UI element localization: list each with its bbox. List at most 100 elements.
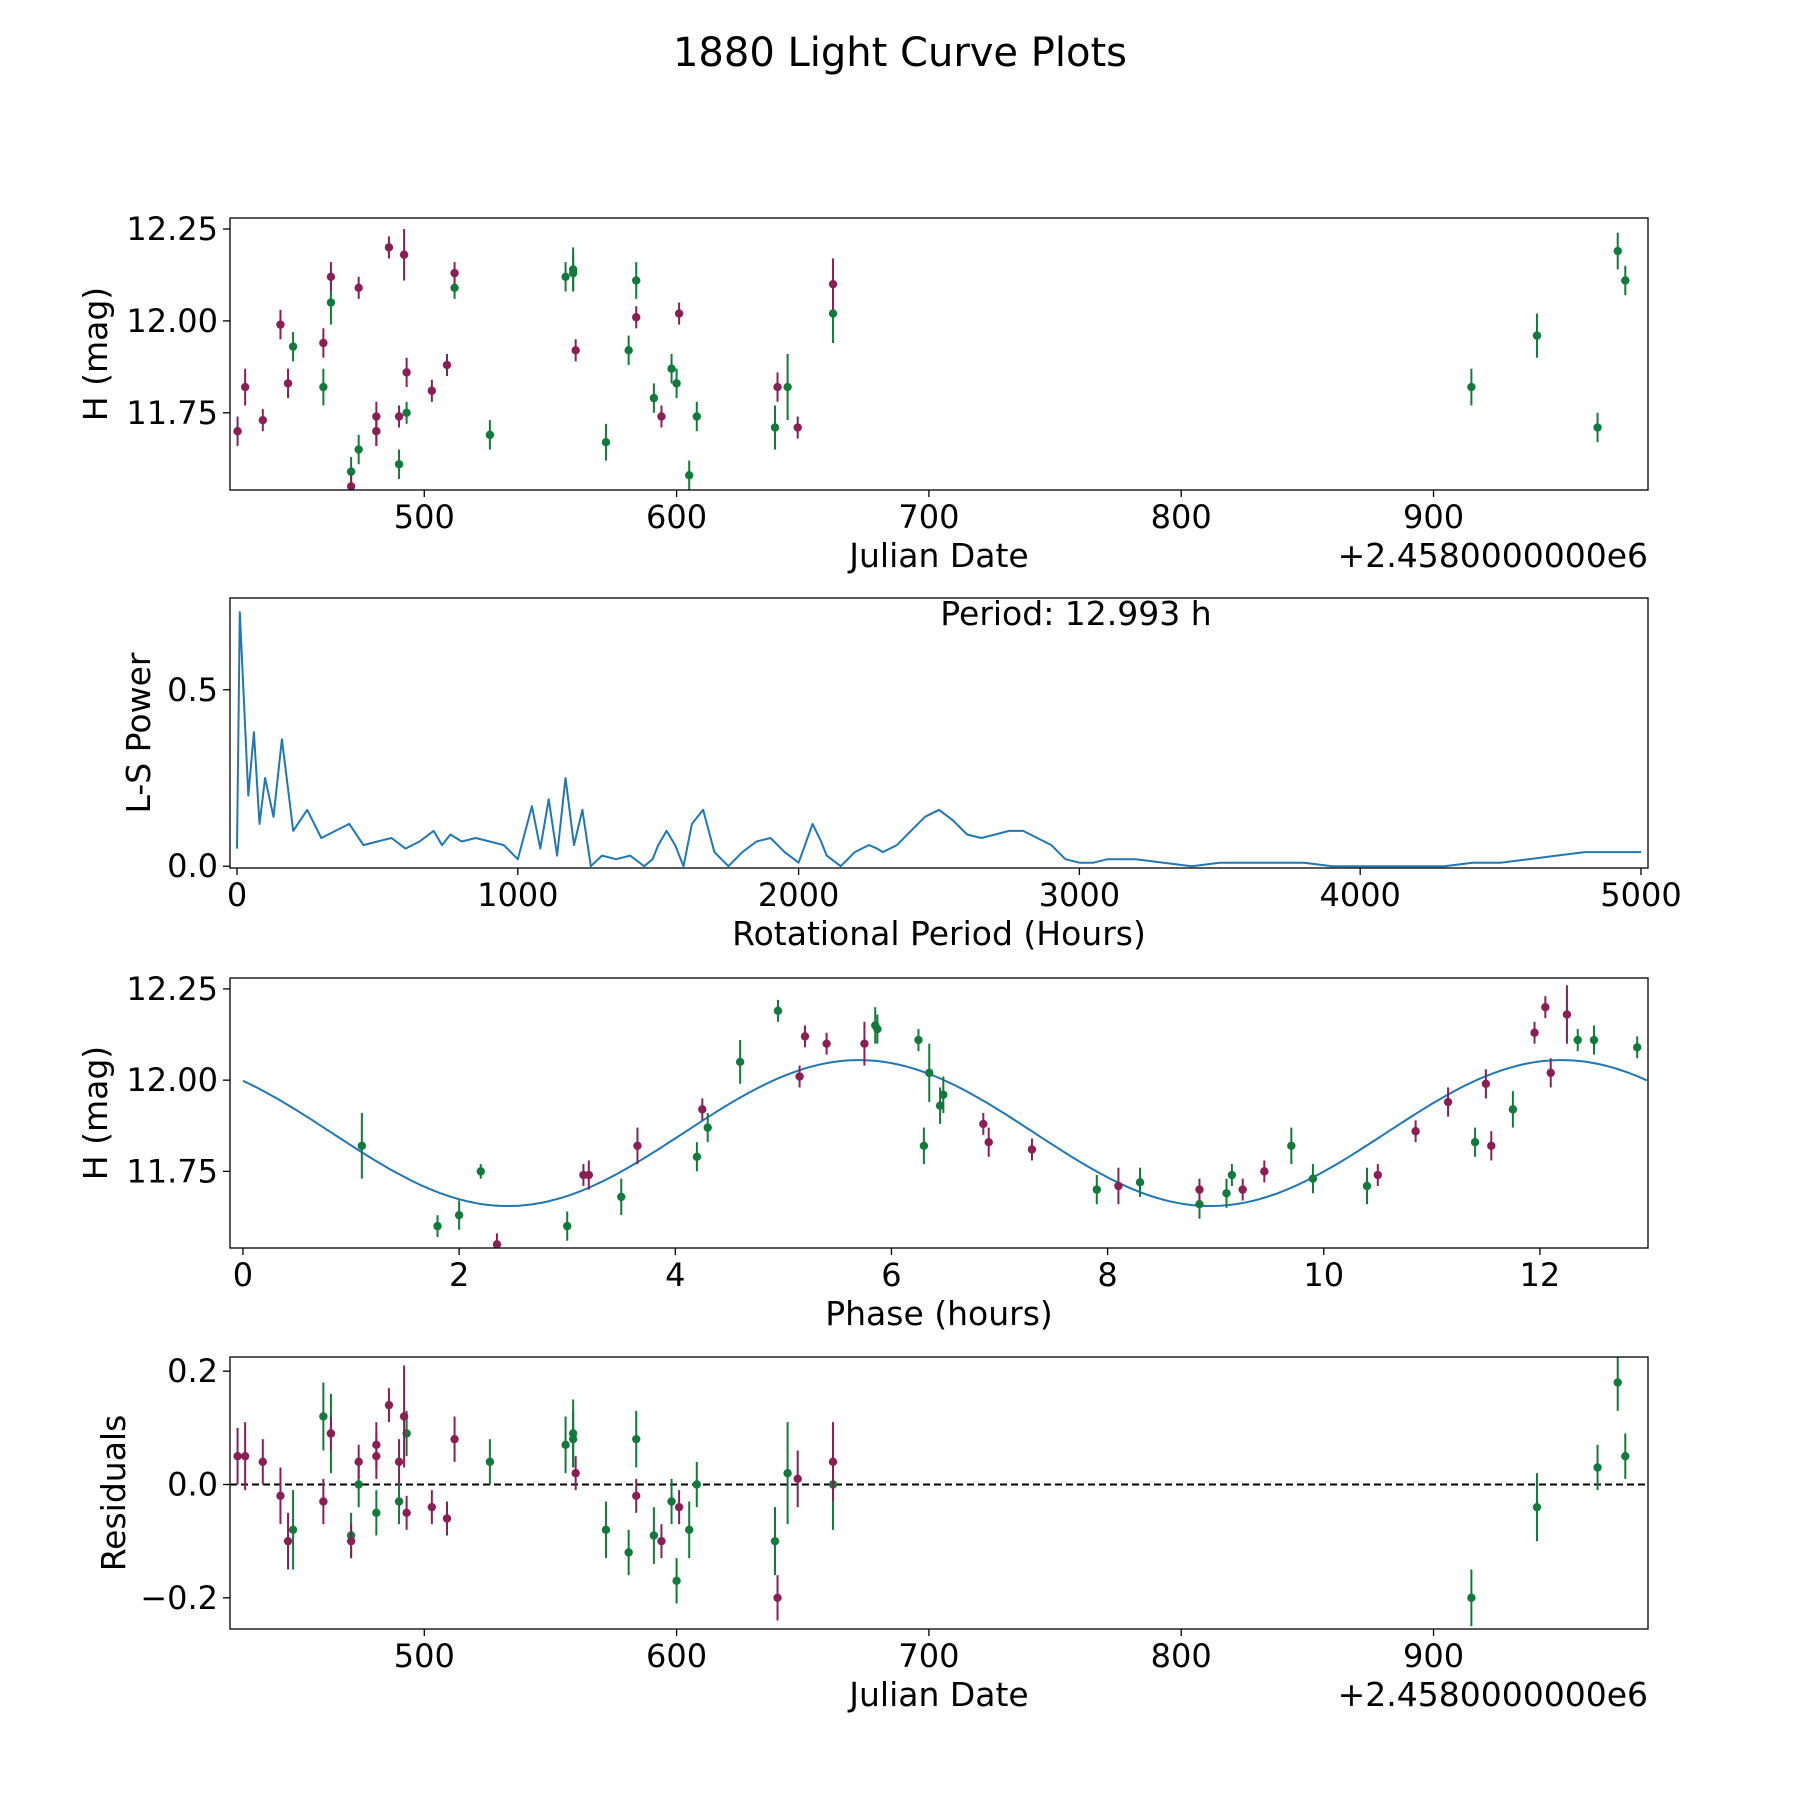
maroon-data-point [258, 415, 268, 425]
y-tick-label: 12.25 [126, 210, 218, 248]
green-data-point [561, 272, 570, 282]
maroon-data-point [427, 386, 437, 395]
maroon-data-point [674, 1502, 684, 1512]
maroon-data-point [384, 243, 394, 252]
maroon-data-point [372, 412, 381, 421]
maroon-data-point [384, 1400, 394, 1410]
x-tick-label: 1000 [477, 876, 558, 914]
green-data-point [828, 309, 838, 318]
green-data-point [1287, 1141, 1296, 1151]
maroon-data-point [1487, 1141, 1496, 1151]
maroon-data-point [800, 1032, 810, 1041]
green-data-point [667, 1497, 676, 1506]
maroon-data-point [1541, 1002, 1550, 1012]
green-data-point [1613, 246, 1622, 256]
x-tick-label: 0 [233, 1256, 253, 1294]
green-data-point [1613, 1378, 1622, 1387]
green-data-point [1621, 1451, 1630, 1461]
maroon-data-point [698, 1105, 707, 1114]
maroon-data-point [1195, 1185, 1204, 1194]
y-tick-label: 12.00 [126, 302, 218, 340]
x-tick-label: 0 [227, 876, 247, 914]
green-data-point [1308, 1174, 1318, 1183]
y-tick-label: 0.0 [167, 847, 218, 885]
green-data-point [703, 1123, 712, 1132]
green-data-point [1362, 1181, 1372, 1191]
maroon-data-point [828, 279, 838, 289]
green-data-point [692, 1152, 702, 1161]
maroon-data-point [633, 1141, 642, 1151]
maroon-data-point [657, 412, 666, 421]
periodogram-panel: 0 1000 2000 3000 4000 5000 0.0 0.5 Rotational Pe… [119, 594, 1682, 953]
maroon-data-point [283, 1536, 293, 1546]
x-tick-label: 600 [646, 498, 707, 536]
maroon-data-point [399, 1412, 409, 1421]
maroon-data-point [394, 412, 404, 421]
y-tick-label: 11.75 [126, 394, 218, 432]
residuals-axes-frame [229, 1356, 1649, 1630]
periodogram-power-line [236, 611, 1641, 868]
x-tick-label: 2000 [758, 876, 839, 914]
green-data-point [288, 342, 298, 351]
green-data-point [561, 1440, 570, 1450]
best-period-annotation: Period: 12.993 h [940, 594, 1211, 633]
green-data-point [1135, 1178, 1145, 1187]
green-data-point [354, 1480, 363, 1489]
periodogram-plot-area [236, 611, 1641, 868]
y-tick-label: 12.25 [126, 970, 218, 1008]
x-axis-offset-label: +2.4580000000e6 [1338, 1675, 1648, 1714]
x-tick-label: 4 [665, 1256, 685, 1294]
y-tick-label: 0.2 [167, 1352, 218, 1390]
maroon-data-point [492, 1240, 502, 1248]
green-data-point [1092, 1185, 1101, 1194]
x-tick-label: 700 [898, 1637, 959, 1675]
y-tick-label: 0.0 [167, 1466, 218, 1504]
green-data-point [692, 412, 701, 421]
green-data-point [672, 379, 681, 388]
green-data-point [1227, 1170, 1237, 1180]
green-data-point [632, 276, 641, 285]
light-curve-panel: 500 600 700 800 900 11.75 12.00 12.25 Julian Dat… [76, 210, 1659, 575]
residuals-panel: 500 600 700 800 900 −0.2 0.0 0.2 Julian Date Resi… [94, 1352, 1659, 1714]
green-data-point [319, 1412, 328, 1421]
green-data-point [649, 1531, 659, 1540]
green-data-point [770, 423, 780, 432]
green-data-point [1593, 423, 1602, 432]
x-tick-label: 800 [1151, 1637, 1212, 1675]
residuals-plot-area [230, 1357, 1659, 1627]
green-data-point [288, 1525, 298, 1535]
green-data-point [783, 382, 792, 392]
green-data-point [450, 283, 459, 293]
maroon-data-point [233, 426, 242, 436]
maroon-data-point [1260, 1167, 1269, 1176]
y-axis-label: Residuals [94, 1415, 133, 1572]
maroon-data-point [1373, 1170, 1383, 1180]
green-data-point [394, 460, 404, 469]
x-axis-offset-label: +2.4580000000e6 [1338, 536, 1648, 575]
maroon-data-point [1411, 1127, 1420, 1136]
green-data-point [919, 1141, 929, 1151]
maroon-data-point [822, 1039, 831, 1048]
green-data-point [1621, 276, 1630, 285]
green-data-point [357, 1141, 367, 1151]
maroon-data-point [319, 338, 328, 348]
green-data-point [1651, 1429, 1659, 1437]
maroon-data-point [326, 1429, 336, 1438]
green-data-point [346, 467, 356, 476]
green-data-point [1532, 1502, 1542, 1512]
maroon-data-point [450, 268, 459, 278]
x-tick-label: 5000 [1600, 876, 1681, 914]
y-axis-label: H (mag) [76, 287, 115, 421]
green-data-point [1467, 1593, 1476, 1603]
y-tick-label: 11.75 [126, 1152, 218, 1190]
x-tick-label: 800 [1151, 498, 1212, 536]
maroon-data-point [773, 1593, 782, 1603]
maroon-data-point [240, 1451, 250, 1461]
green-data-point [925, 1068, 934, 1078]
maroon-data-point [1562, 1010, 1572, 1019]
green-data-point [476, 1167, 485, 1176]
x-tick-label: 10 [1303, 1256, 1344, 1294]
green-data-point [1651, 412, 1659, 420]
x-tick-label: 900 [1403, 1637, 1464, 1675]
maroon-data-point [1114, 1181, 1123, 1191]
